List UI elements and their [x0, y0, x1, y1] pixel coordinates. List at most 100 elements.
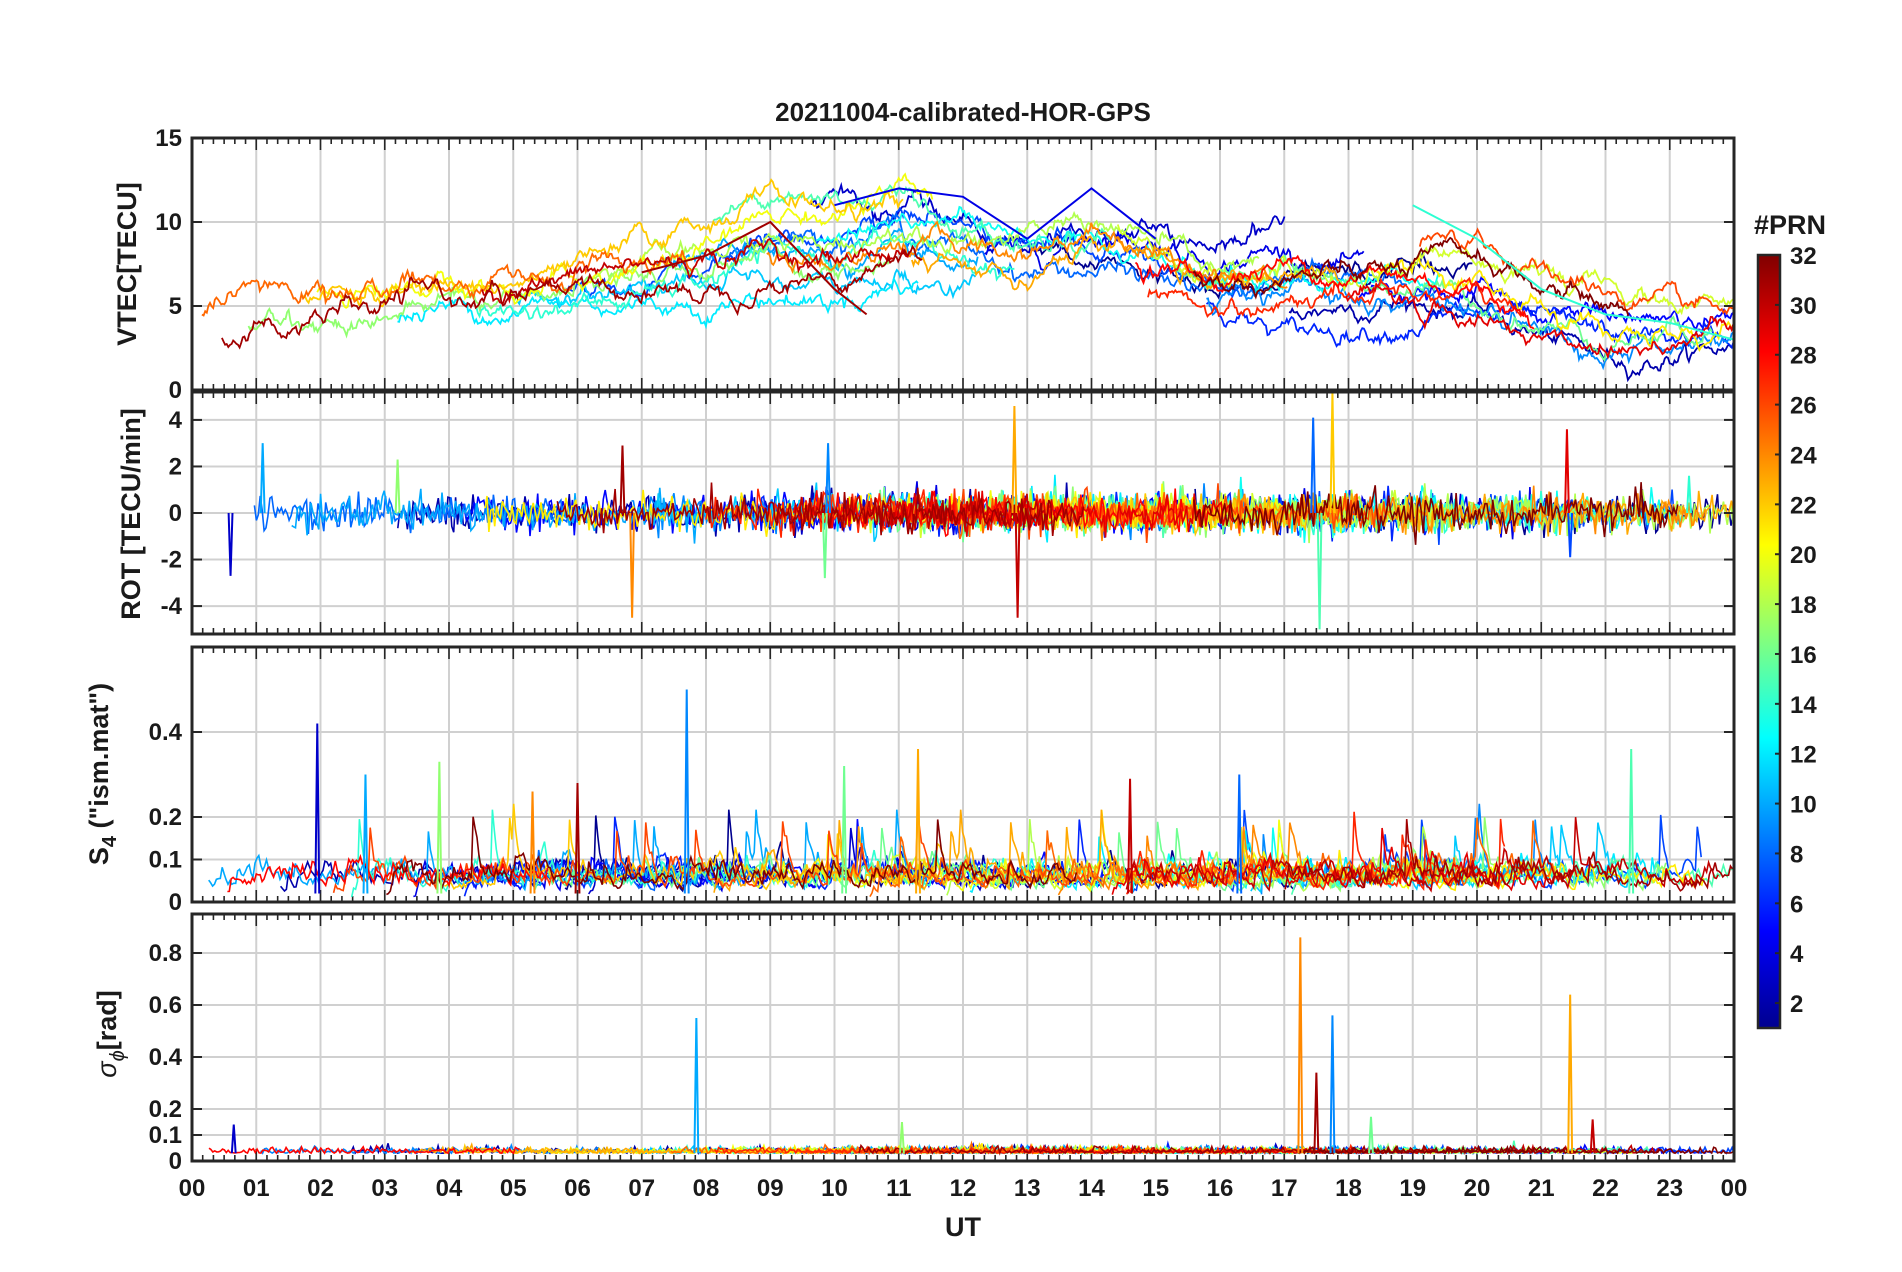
vtec-series-prn-line [816, 205, 1441, 296]
x-tick-label: 12 [950, 1175, 977, 1202]
sigma-phi-panel: 00.10.2 0.4 0.6 0.8 σϕ[rad] [92, 912, 1736, 1175]
spike-mark [1014, 512, 1021, 618]
rot-series-lines [227, 392, 1734, 630]
y-tick-label: 10 [155, 209, 182, 236]
sigma-phi-label-subscript: ϕ [107, 1050, 129, 1061]
y-tick-label: 4 [169, 407, 183, 434]
y-tick-label: 0 [169, 500, 182, 527]
spike-mark [1564, 429, 1570, 514]
spike-mark [841, 765, 848, 894]
s4-label-suffix: ("ism.mat") [84, 683, 114, 836]
spike-mark [1127, 778, 1133, 894]
spike-mark [825, 443, 832, 514]
spike-mark [574, 782, 581, 894]
spike-mark [629, 512, 636, 618]
x-tick-label: 03 [371, 1175, 398, 1202]
x-tick-label: 11 [886, 1175, 911, 1202]
vtec-y-axis-label: VTEC[TECU] [112, 182, 142, 346]
y-tick-label: 0.2 [149, 804, 182, 831]
colorbar-gradient [1756, 253, 1782, 1030]
x-tick-label: 09 [757, 1175, 784, 1202]
spike-mark [899, 1121, 905, 1154]
vtec-series-prn-line [516, 263, 977, 309]
spike-mark [1236, 774, 1243, 894]
series-prn-line [411, 1142, 681, 1155]
s4-label-prefix: S [84, 847, 114, 865]
series-prn-line [556, 482, 1085, 536]
x-tick-label: 05 [500, 1175, 527, 1202]
colorbar-tick-label: 18 [1790, 592, 1817, 619]
x-axis-tick-labels: 00 01 02 03 04 05 06 07 08 09 10 11 12 13 14 15 16 17 18 19… [179, 1175, 1748, 1202]
vtec-representative-line [641, 220, 868, 316]
colorbar-tick-label: 4 [1790, 941, 1804, 968]
series-prn-line [208, 1144, 520, 1155]
x-tick-label: 13 [1014, 1175, 1041, 1202]
vtec-series-prn-line [302, 178, 904, 309]
sigma-phi-label-prefix: σ [92, 1060, 122, 1078]
series-prn-line [227, 853, 549, 893]
spike-mark [1686, 475, 1692, 514]
x-tick-label: 16 [1207, 1175, 1234, 1202]
spike-mark [230, 1124, 237, 1154]
spike-mark [683, 689, 690, 894]
vtec-series-prn-line [1134, 254, 1535, 330]
spike-mark [1297, 937, 1304, 1154]
y-tick-label: 0.4 [149, 1044, 183, 1071]
spike-mark [436, 761, 443, 894]
x-tick-label: 15 [1142, 1175, 1169, 1202]
y-tick-label: 0.1 [149, 847, 182, 874]
y-tick-label: 5 [169, 293, 182, 320]
x-tick-label: 23 [1656, 1175, 1683, 1202]
vtec-series-prn-line [475, 227, 1015, 320]
s4-y-axis-label: S4 ("ism.mat") [84, 683, 121, 865]
x-tick-label: 20 [1464, 1175, 1491, 1202]
s4-panel: 0 0.1 0.2 0.4 S4 ("ism.mat") [84, 645, 1736, 916]
vtec-series-prn-line [766, 220, 1288, 289]
spike-mark [1310, 417, 1317, 514]
y-tick-label: 0.6 [149, 992, 182, 1019]
x-tick-label: 00 [1721, 1175, 1748, 1202]
series-prn-line [1193, 482, 1679, 545]
colorbar-tick-label: 6 [1790, 891, 1803, 918]
vtec-series-prn-line [201, 250, 694, 317]
series-prn-line [858, 1143, 1575, 1156]
x-tick-label: 14 [1078, 1175, 1105, 1202]
vtec-series-prn-line [911, 234, 1340, 292]
series-prn-line [775, 491, 1049, 536]
vtec-panel: 0 5 10 15 VTEC[TECU] [112, 125, 1736, 404]
vtec-series-prn-line [247, 240, 891, 339]
vtec-series-prn-line [1418, 227, 1733, 316]
y-tick-label: 0 [169, 889, 182, 916]
vtec-series-prn-line [481, 238, 911, 305]
y-tick-label: 0 [169, 1148, 182, 1175]
spike-mark [227, 512, 234, 576]
x-tick-label: 01 [243, 1175, 270, 1202]
x-tick-label: 00 [179, 1175, 206, 1202]
vtec-series-prn-line [1358, 276, 1734, 331]
y-tick-label: -2 [161, 547, 182, 574]
x-tick-label: 08 [693, 1175, 720, 1202]
figure-title: 20211004-calibrated-HOR-GPS [775, 97, 1151, 127]
axes-frame [190, 136, 1736, 392]
y-tick-label: 0.1 [149, 1122, 182, 1149]
rot-y-axis-label: ROT [TECU/min] [116, 408, 146, 619]
vtec-series-prn-line [1205, 300, 1734, 350]
series-prn-line [1096, 485, 1707, 542]
vtec-series-prn-line [221, 244, 923, 350]
axes-frame [190, 912, 1736, 1163]
spike-mark [1329, 1015, 1336, 1154]
sigma-phi-label-suffix: [rad] [92, 990, 122, 1050]
series-prn-line [1252, 817, 1667, 893]
y-tick-label: 0 [169, 377, 182, 404]
vtec-representative-line [1412, 204, 1734, 341]
x-tick-label: 04 [436, 1175, 463, 1202]
spike-mark [1313, 1072, 1320, 1154]
y-tick-label: 2 [169, 453, 182, 480]
vtec-series-prn-line [1345, 282, 1734, 360]
colorbar-tick-label: 22 [1790, 492, 1817, 519]
spike-mark [1628, 748, 1635, 894]
spike-mark [619, 445, 626, 514]
spike-mark [362, 774, 369, 894]
